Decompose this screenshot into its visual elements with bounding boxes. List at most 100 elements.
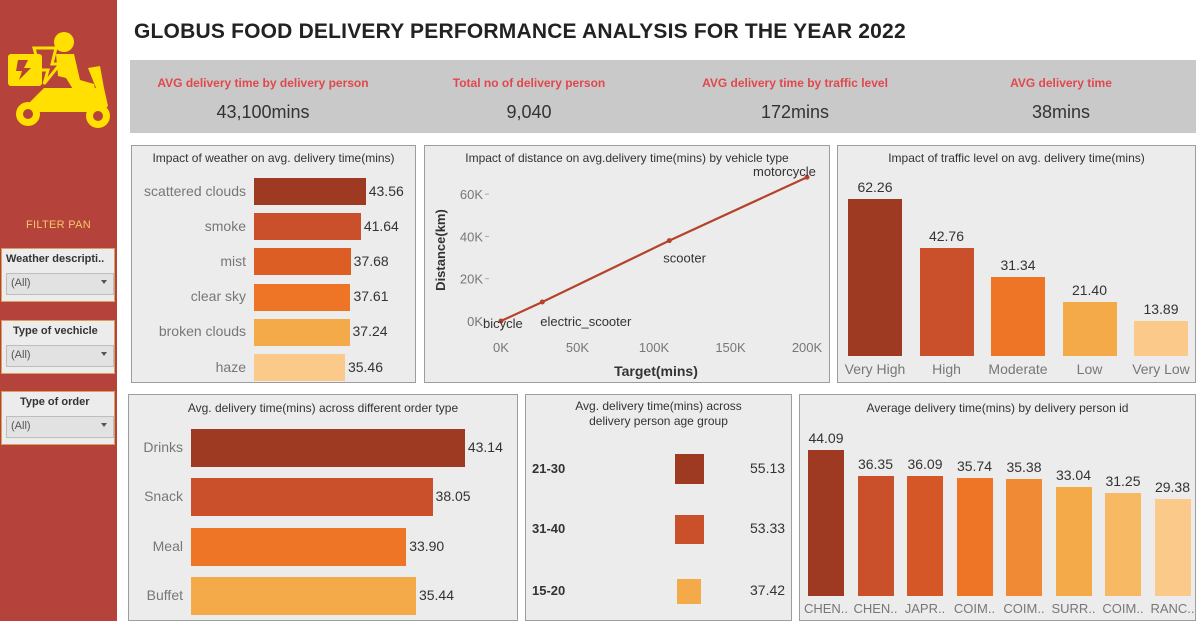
traffic-value-label: 62.26 (857, 179, 893, 196)
kpi-label: AVG delivery time by delivery person (157, 76, 369, 90)
y-tick-label: 0K (467, 314, 483, 329)
distance-point (666, 238, 672, 244)
filter-vehicle-select[interactable]: (All) (6, 345, 114, 367)
y-axis-title: Distance(km) (433, 209, 448, 291)
distance-chart-panel: Impact of distance on avg.delivery time(… (424, 145, 830, 383)
person-category-label: JAPR.. (904, 601, 946, 616)
person-bar (907, 476, 943, 596)
order-category-label: Snack (144, 488, 183, 505)
order-category-label: Meal (152, 537, 183, 554)
filter-vehicle-label: Type of vechicle (13, 325, 98, 337)
kpi-bar: AVG delivery time by delivery person 43,… (130, 60, 1196, 133)
weather-value-label: 41.64 (363, 217, 399, 234)
traffic-bar (991, 277, 1045, 356)
page-title: GLOBUS FOOD DELIVERY PERFORMANCE ANALYSI… (134, 20, 906, 43)
weather-bar (254, 213, 361, 241)
kpi-avg-time: AVG delivery time 38mins (928, 60, 1194, 133)
traffic-category-label: Very High (844, 361, 906, 377)
person-category-label: COIM.. (1003, 601, 1045, 616)
person-value-label: 36.09 (907, 456, 943, 473)
weather-bar (254, 318, 350, 346)
chevron-down-icon (101, 352, 107, 356)
weather-category-label: smoke (204, 217, 246, 234)
age-group-marker (674, 454, 704, 484)
weather-value-label: 37.68 (353, 252, 389, 269)
person-category-label: COIM.. (953, 601, 996, 616)
point-label: scooter (663, 251, 706, 266)
filter-order-value: (All) (11, 420, 31, 432)
weather-value-label: 43.56 (368, 182, 404, 199)
age-group-label: 15-20 (532, 583, 566, 598)
filter-weather-value: (All) (11, 277, 31, 289)
age-group-value: 37.42 (750, 582, 786, 598)
weather-category-label: scattered clouds (144, 182, 246, 199)
person-value-label: 33.04 (1055, 466, 1092, 483)
weather-category-label: mist (220, 252, 246, 269)
age-chart-title: Avg. delivery time(mins) across delivery… (575, 399, 742, 428)
weather-chart-title: Impact of weather on avg. delivery time(… (152, 151, 395, 165)
order-bar (191, 576, 416, 615)
age-group-label: 31-40 (532, 521, 566, 536)
distance-point (539, 299, 545, 305)
traffic-value-label: 21.40 (1071, 282, 1108, 299)
y-tick-label: 20K (460, 272, 483, 287)
person-value-label: 36.35 (857, 455, 894, 472)
person-category-label: CHEN.. (853, 601, 898, 616)
order-value-label: 35.44 (418, 586, 454, 603)
weather-chart-panel: Impact of weather on avg. delivery time(… (131, 145, 416, 383)
distance-series-line (500, 176, 808, 322)
traffic-bar (1062, 302, 1117, 356)
kpi-avg-time-traffic: AVG delivery time by traffic level 172mi… (662, 60, 928, 133)
delivery-scooter-icon (8, 32, 110, 128)
person-value-label: 31.25 (1105, 472, 1141, 489)
kpi-label: AVG delivery time (1010, 76, 1112, 90)
person-chart-panel: Average delivery time(mins) by delivery … (799, 394, 1196, 621)
y-tick-label: 40K (460, 229, 483, 244)
order-bar (191, 478, 433, 517)
distance-chart-title: Impact of distance on avg.delivery time(… (465, 151, 789, 165)
order-chart-title: Avg. delivery time(mins) across differen… (187, 401, 459, 415)
weather-bar (254, 283, 351, 311)
weather-category-label: haze (215, 358, 246, 375)
kpi-value: 38mins (1031, 102, 1091, 122)
age-chart-panel: Avg. delivery time(mins) across delivery… (525, 394, 792, 621)
person-bar (1154, 498, 1191, 596)
traffic-category-label: High (932, 361, 961, 377)
person-chart-title: Average delivery time(mins) by delivery … (866, 401, 1129, 415)
filter-weather: Weather descripti.. (All) (1, 248, 115, 302)
person-bar (1105, 492, 1141, 596)
person-category-label: COIM.. (1102, 601, 1144, 616)
distance-point (804, 174, 810, 180)
order-value-label: 33.90 (409, 537, 445, 554)
point-label: motorcycle (753, 164, 816, 179)
kpi-avg-time-person: AVG delivery time by delivery person 43,… (130, 60, 396, 133)
weather-category-label: clear sky (190, 288, 246, 305)
order-chart-panel: Avg. delivery time(mins) across differen… (128, 394, 518, 621)
y-tick-label: 60K (460, 187, 483, 202)
filter-weather-select[interactable]: (All) (6, 273, 114, 295)
chevron-down-icon (101, 423, 107, 427)
person-bar (808, 450, 844, 596)
order-value-label: 43.14 (467, 439, 503, 455)
traffic-bar (1134, 321, 1188, 356)
x-tick-label: 50K (566, 340, 589, 355)
age-group-marker (674, 514, 704, 544)
filter-vehicle-value: (All) (11, 349, 31, 361)
filter-order-select[interactable]: (All) (6, 416, 114, 438)
filter-weather-label: Weather descripti.. (6, 253, 105, 265)
person-value-label: 44.09 (808, 430, 844, 446)
age-group-label: 21-30 (532, 461, 566, 476)
weather-bar (254, 178, 366, 205)
traffic-category-label: Very Low (1132, 361, 1190, 377)
traffic-category-label: Low (1076, 361, 1103, 377)
traffic-value-label: 13.89 (1143, 301, 1179, 318)
kpi-label: Total no of delivery person (452, 76, 606, 90)
order-category-label: Drinks (143, 439, 183, 455)
person-value-label: 29.38 (1154, 478, 1191, 495)
point-label: electric_scooter (540, 314, 632, 329)
filter-vehicle: Type of vechicle (All) (1, 320, 115, 374)
order-bar (191, 429, 465, 467)
order-value-label: 38.05 (435, 488, 471, 505)
distance-line-chart: 0K 20K 40K 60K 0K 50K 100K 150K 200K Target(mins)… (433, 164, 823, 379)
x-axis-title: Target(mins) (614, 363, 698, 379)
